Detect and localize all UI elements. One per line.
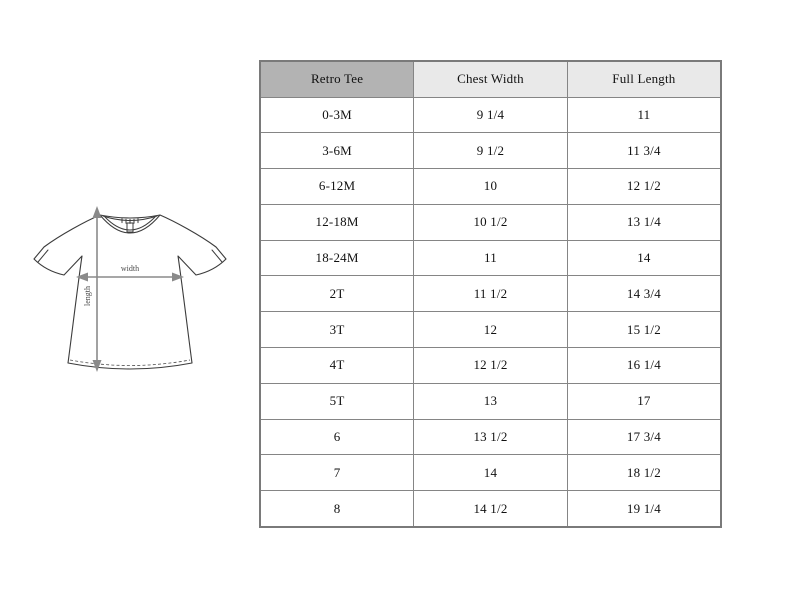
size-cell: 0-3M — [259, 96, 415, 134]
size-cell: 3-6M — [259, 132, 415, 170]
size-chart-table: Retro Tee Chest Width Full Length 0-3M 9… — [259, 60, 722, 528]
size-cell: 8 — [259, 490, 415, 528]
chest-width-cell: 13 — [413, 382, 568, 420]
full-length-cell: 11 — [566, 96, 722, 134]
tshirt-body-outline — [33, 214, 227, 370]
table-row: 12-18M 10 1/2 13 1/4 — [259, 203, 722, 241]
table-row: 0-3M 9 1/4 11 — [259, 96, 722, 134]
table-row: 5T 13 17 — [259, 382, 722, 420]
tshirt-diagram: width length — [33, 206, 227, 372]
full-length-cell: 17 3/4 — [566, 418, 722, 456]
chest-width-cell: 10 1/2 — [413, 203, 568, 241]
neckline-outer — [99, 214, 161, 234]
size-cell: 12-18M — [259, 203, 415, 241]
column-header-full-length: Full Length — [566, 60, 722, 98]
right-cuff-band — [211, 249, 223, 263]
table-row: 3-6M 9 1/2 11 3/4 — [259, 132, 722, 170]
chest-width-cell: 13 1/2 — [413, 418, 568, 456]
header-row: Retro Tee Chest Width Full Length — [259, 60, 722, 98]
size-cell: 18-24M — [259, 239, 415, 277]
chest-width-cell: 12 1/2 — [413, 346, 568, 384]
size-cell: 5T — [259, 382, 415, 420]
full-length-cell: 13 1/4 — [566, 203, 722, 241]
width-arrow: width — [76, 264, 184, 282]
table-row: 6 13 1/2 17 3/4 — [259, 418, 722, 456]
table-row: 4T 12 1/2 16 1/4 — [259, 346, 722, 384]
table-row: 8 14 1/2 19 1/4 — [259, 490, 722, 528]
column-header-chest-width: Chest Width — [413, 60, 568, 98]
length-arrow: length — [83, 206, 102, 372]
size-cell: 7 — [259, 454, 415, 492]
chest-width-cell: 11 1/2 — [413, 275, 568, 313]
chest-width-cell: 9 1/4 — [413, 96, 568, 134]
table-row: 3T 12 15 1/2 — [259, 311, 722, 348]
table-row: 6-12M 10 12 1/2 — [259, 168, 722, 205]
size-cell: 6-12M — [259, 168, 415, 205]
chest-width-cell: 12 — [413, 311, 568, 348]
size-cell: 6 — [259, 418, 415, 456]
length-arrow-label: length — [83, 286, 92, 306]
neck-tag — [126, 222, 134, 233]
chest-width-cell: 9 1/2 — [413, 132, 568, 170]
full-length-cell: 15 1/2 — [566, 311, 722, 348]
table-row: 2T 11 1/2 14 3/4 — [259, 275, 722, 313]
full-length-cell: 14 3/4 — [566, 275, 722, 313]
chest-width-cell: 14 — [413, 454, 568, 492]
full-length-cell: 16 1/4 — [566, 346, 722, 384]
neckline-inner — [104, 216, 156, 231]
full-length-cell: 14 — [566, 239, 722, 277]
chest-width-cell: 11 — [413, 239, 568, 277]
size-cell: 2T — [259, 275, 415, 313]
chest-width-cell: 10 — [413, 168, 568, 205]
full-length-cell: 18 1/2 — [566, 454, 722, 492]
column-header-product: Retro Tee — [259, 60, 415, 98]
full-length-cell: 19 1/4 — [566, 490, 722, 528]
table-row: 7 14 18 1/2 — [259, 454, 722, 492]
full-length-cell: 12 1/2 — [566, 168, 722, 205]
size-cell: 3T — [259, 311, 415, 348]
width-arrow-label: width — [121, 264, 139, 273]
size-cell: 4T — [259, 346, 415, 384]
table-row: 18-24M 11 14 — [259, 239, 722, 277]
left-cuff-band — [37, 249, 49, 263]
chest-width-cell: 14 1/2 — [413, 490, 568, 528]
full-length-cell: 11 3/4 — [566, 132, 722, 170]
full-length-cell: 17 — [566, 382, 722, 420]
